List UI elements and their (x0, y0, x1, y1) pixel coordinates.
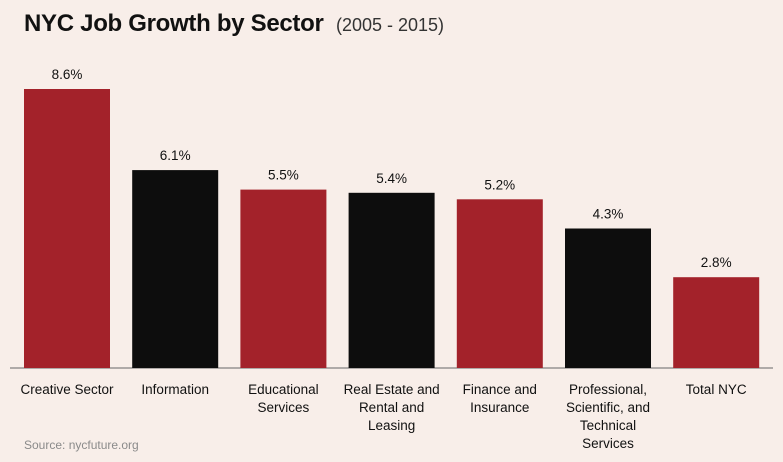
value-label: 5.4% (376, 171, 407, 186)
value-label: 4.3% (593, 207, 624, 222)
category-label: Educational Services (248, 382, 319, 415)
chart-title: NYC Job Growth by Sector (24, 10, 324, 37)
bar (565, 228, 651, 368)
value-label: 5.5% (268, 168, 299, 183)
chart-subtitle: (2005 - 2015) (335, 15, 445, 35)
chart-title-row: NYC Job Growth by Sector (2005 - 2015) (24, 10, 444, 38)
bar (240, 189, 327, 368)
category-label: Finance and Insurance (463, 382, 537, 415)
bar (673, 277, 760, 368)
category-label: Professional, Scientific, and Technical Ser… (566, 382, 650, 451)
bar (456, 199, 543, 368)
category-label: Creative Sector (20, 382, 114, 397)
bar (132, 170, 219, 368)
category-label: Information (141, 382, 209, 397)
category-label: Total NYC (686, 382, 747, 397)
bar (24, 89, 110, 368)
value-label: 2.8% (701, 255, 732, 270)
value-label: 8.6% (52, 67, 83, 82)
category-label: Real Estate and Rental and Leasing (344, 382, 440, 433)
value-label: 6.1% (160, 148, 191, 163)
bar (348, 192, 435, 368)
value-label: 5.2% (484, 177, 515, 192)
source-note: Source: nycfuture.org (24, 438, 139, 452)
